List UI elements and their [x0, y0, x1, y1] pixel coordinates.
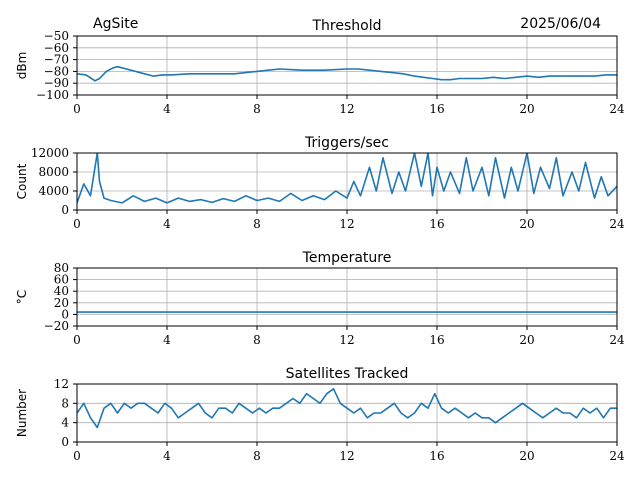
x-tick-label: 16: [429, 333, 444, 347]
y-axis-label: dBm: [15, 52, 29, 80]
x-tick-label: 12: [339, 449, 354, 463]
x-tick-label: 24: [609, 217, 625, 231]
y-tick-label: 12: [54, 377, 69, 391]
chart-panels: Threshold 0 4 8 12 16 20 24 −100−90−80−70−60−50 d…: [15, 18, 625, 463]
chart-panel: Satellites Tracked 0 4 8 12 16 20 24 0 4 8 12 Number: [15, 366, 625, 463]
x-tick-label: 8: [253, 449, 261, 463]
x-tick-label: 4: [163, 102, 171, 116]
x-tick-label: 0: [73, 102, 81, 116]
y-tick-label: 20: [54, 296, 69, 310]
site-label: AgSite: [93, 16, 138, 32]
x-tick-label: 8: [253, 333, 261, 347]
y-tick-label: 0: [61, 203, 69, 217]
x-tick-label: 20: [519, 102, 534, 116]
x-tick-label: 16: [429, 102, 444, 116]
y-tick-label: 0: [61, 435, 69, 449]
y-tick-label: 12000: [31, 146, 69, 160]
chart-title: Threshold: [312, 18, 382, 34]
x-tick-label: 0: [73, 449, 81, 463]
x-tick-label: 16: [429, 449, 444, 463]
y-tick-label: 60: [54, 273, 69, 287]
x-tick-label: 4: [163, 333, 171, 347]
x-tick-label: 20: [519, 217, 534, 231]
y-tick-label: −50: [44, 29, 69, 43]
y-tick-label: −80: [44, 64, 69, 78]
y-axis-label: °C: [15, 290, 29, 304]
series-line: [77, 153, 617, 204]
x-tick-label: 8: [253, 102, 261, 116]
y-tick-label: 0: [61, 307, 69, 321]
x-tick-label: 0: [73, 333, 81, 347]
x-tick-label: 4: [163, 217, 171, 231]
x-tick-label: 4: [163, 449, 171, 463]
x-tick-label: 12: [339, 102, 354, 116]
y-tick-label: −70: [44, 53, 69, 67]
chart-title: Triggers/sec: [304, 135, 389, 151]
x-tick-label: 20: [519, 333, 534, 347]
y-tick-label: 8000: [38, 165, 69, 179]
series-line: [77, 387, 617, 429]
x-tick-label: 20: [519, 449, 534, 463]
x-tick-label: 12: [339, 333, 354, 347]
date-label: 2025/06/04: [520, 16, 601, 32]
chart-panel: Threshold 0 4 8 12 16 20 24 −100−90−80−70−60−50 d…: [15, 18, 625, 116]
x-tick-label: 24: [609, 102, 625, 116]
x-tick-label: 12: [339, 217, 354, 231]
y-axis-label: Count: [15, 163, 29, 199]
chart-title: Temperature: [302, 250, 392, 266]
y-tick-label: −60: [44, 41, 69, 55]
y-tick-label: 40: [54, 284, 69, 298]
y-tick-label: 80: [54, 261, 69, 275]
y-tick-label: −90: [44, 76, 69, 90]
y-tick-label: −20: [44, 319, 69, 333]
x-tick-label: 0: [73, 217, 81, 231]
x-tick-label: 24: [609, 333, 625, 347]
x-tick-label: 16: [429, 217, 444, 231]
y-tick-label: 8: [61, 396, 69, 410]
chart-title: Satellites Tracked: [286, 366, 409, 382]
x-tick-label: 8: [253, 217, 261, 231]
y-tick-label: 4000: [38, 184, 69, 198]
chart-panel: Triggers/sec 0 4 8 12 16 20 24 0 4000 8000 12000Cou…: [15, 135, 625, 231]
y-tick-label: 4: [61, 416, 69, 430]
x-tick-label: 24: [609, 449, 625, 463]
y-tick-label: −100: [36, 88, 69, 102]
series-line: [77, 65, 617, 82]
y-axis-label: Number: [15, 389, 29, 437]
